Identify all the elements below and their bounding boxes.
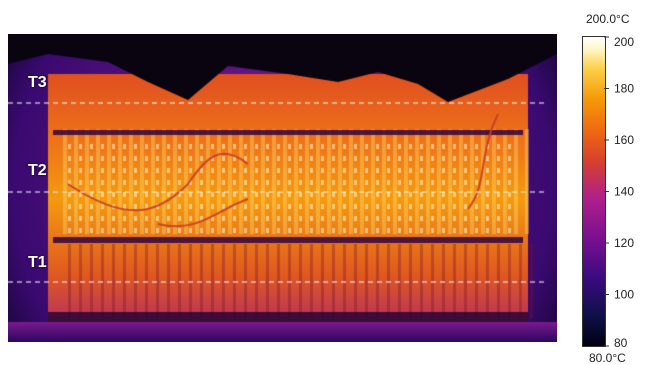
scale-min-label: 80.0°C (589, 351, 626, 365)
scale-tick-label: 160 (614, 133, 634, 147)
scale-tick-label: 100 (614, 288, 634, 302)
line-label-t1: T1 (28, 254, 47, 271)
scale-tick-label: 120 (614, 236, 634, 250)
line-label-t2: T2 (28, 162, 47, 179)
scale-max-label: 200.0°C (586, 12, 630, 26)
color-scale-bar (582, 36, 606, 347)
line-label-t3: T3 (28, 74, 47, 91)
scale-tick-label: 180 (614, 82, 634, 96)
color-scale-axis: 200 180 160 140 120 100 80 (604, 36, 634, 347)
thermal-image (8, 34, 557, 342)
scale-tick-label: 200 (614, 36, 634, 49)
scale-tick-label: 80 (614, 336, 628, 347)
scale-tick-label: 140 (614, 185, 634, 199)
